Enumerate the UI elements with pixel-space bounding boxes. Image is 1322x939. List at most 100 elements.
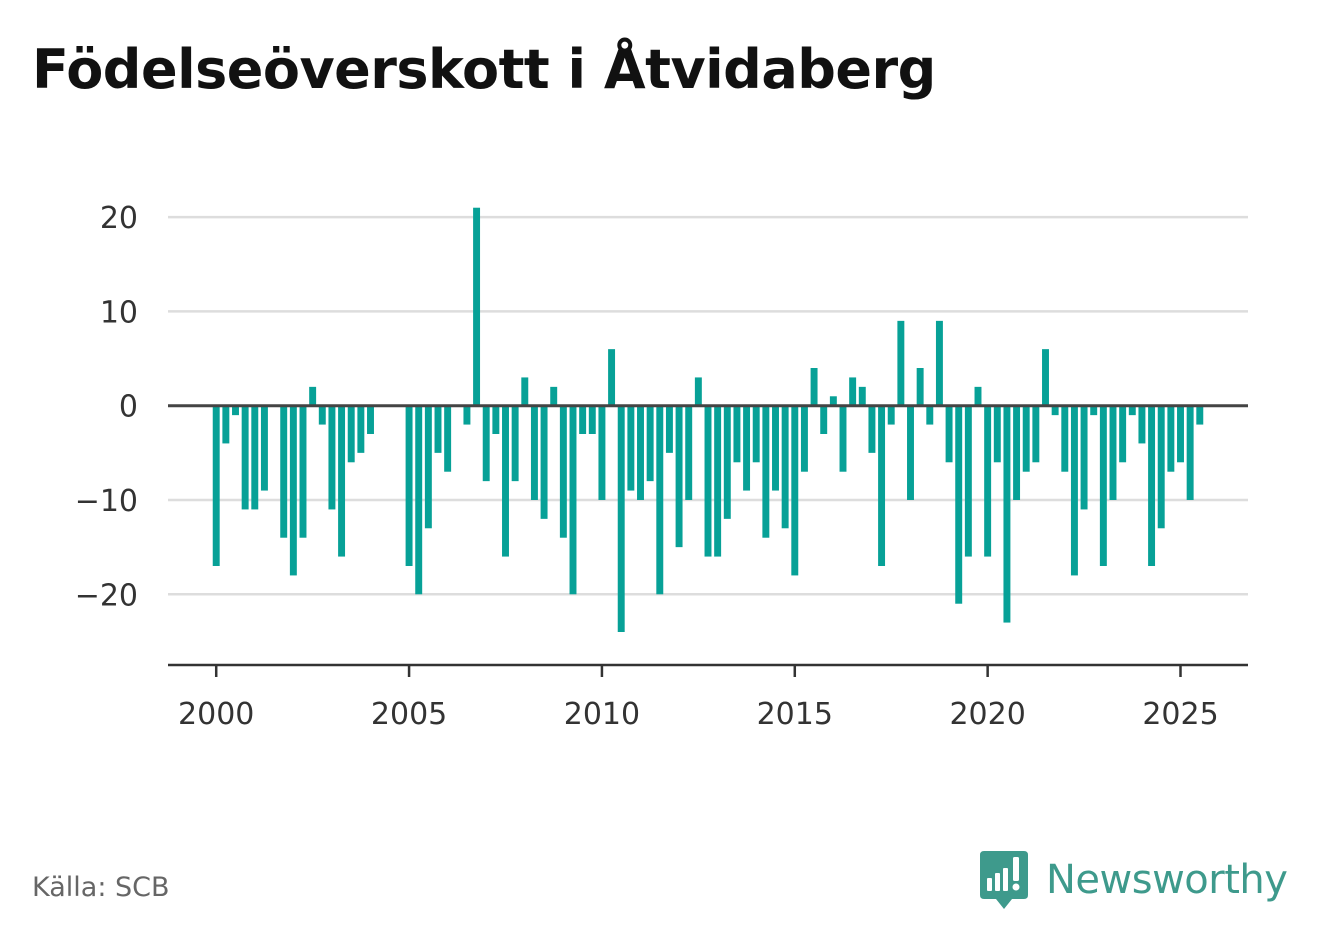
tick-labels: −20 −10 0 10 20 2000 2005 2010 2015 2020 2025 bbox=[75, 201, 1219, 732]
bar bbox=[1080, 405, 1088, 510]
bar bbox=[1148, 405, 1156, 566]
bar bbox=[328, 405, 336, 510]
x-tick-label: 2000 bbox=[178, 697, 254, 732]
bar bbox=[260, 405, 268, 491]
bar bbox=[1013, 405, 1021, 500]
bar bbox=[318, 405, 326, 425]
y-tick-label: 20 bbox=[100, 201, 138, 236]
bar bbox=[772, 405, 779, 491]
bar bbox=[974, 386, 982, 406]
bar bbox=[627, 405, 635, 491]
bar bbox=[280, 405, 288, 538]
bar bbox=[521, 377, 529, 406]
x-tick-label: 2010 bbox=[564, 697, 640, 732]
bar bbox=[964, 405, 972, 557]
bar bbox=[289, 405, 297, 576]
bars bbox=[212, 207, 1204, 632]
bar bbox=[338, 405, 346, 557]
bar bbox=[935, 320, 943, 406]
bar bbox=[502, 405, 509, 557]
bar bbox=[482, 405, 490, 482]
bar bbox=[646, 405, 654, 482]
x-tick-label: 2025 bbox=[1142, 697, 1218, 732]
bar bbox=[540, 405, 548, 519]
bar bbox=[1177, 405, 1184, 463]
bar bbox=[887, 405, 895, 425]
bar bbox=[1138, 405, 1146, 444]
y-tick-label: 10 bbox=[100, 295, 138, 330]
axes bbox=[168, 404, 1248, 677]
bar bbox=[656, 405, 664, 595]
bar bbox=[1061, 405, 1069, 472]
bar bbox=[868, 405, 876, 453]
bar bbox=[916, 368, 924, 406]
bar bbox=[1042, 349, 1049, 406]
bar bbox=[945, 405, 953, 463]
bar bbox=[299, 405, 307, 538]
bar bbox=[810, 368, 818, 406]
bar bbox=[251, 405, 259, 510]
bar bbox=[1109, 405, 1117, 500]
bar bbox=[907, 405, 914, 500]
brand-logo: Newsworthy bbox=[980, 850, 1288, 910]
bar bbox=[714, 405, 722, 557]
bar bbox=[878, 405, 886, 566]
bar bbox=[405, 405, 413, 566]
bar bbox=[723, 405, 731, 519]
bar bbox=[781, 405, 789, 529]
source-note: Källa: SCB bbox=[32, 872, 170, 903]
bar bbox=[1051, 405, 1059, 416]
bar bbox=[415, 405, 423, 595]
bar bbox=[791, 405, 799, 576]
bar bbox=[993, 405, 1001, 463]
bar bbox=[492, 405, 500, 434]
bar bbox=[1032, 405, 1040, 463]
x-tick-label: 2015 bbox=[757, 697, 833, 732]
bar bbox=[550, 386, 558, 406]
bar bbox=[665, 405, 673, 453]
bar bbox=[685, 405, 693, 500]
bar bbox=[232, 405, 239, 416]
bar bbox=[762, 405, 770, 538]
bar bbox=[569, 405, 577, 595]
bar bbox=[357, 405, 365, 453]
bar bbox=[955, 405, 963, 604]
bar bbox=[241, 405, 249, 510]
bar bbox=[984, 405, 992, 557]
bar bbox=[897, 320, 905, 406]
bar bbox=[637, 405, 644, 500]
y-tick-label: 0 bbox=[119, 390, 138, 425]
bar bbox=[598, 405, 606, 500]
bar bbox=[1022, 405, 1030, 472]
bar bbox=[743, 405, 751, 491]
brand-name: Newsworthy bbox=[1046, 857, 1288, 903]
bar bbox=[212, 405, 220, 566]
bar bbox=[829, 396, 837, 406]
bar bbox=[839, 405, 847, 472]
bar bbox=[1186, 405, 1194, 500]
chart-title: Födelseöverskott i Åtvidaberg bbox=[32, 38, 936, 101]
bar bbox=[511, 405, 519, 482]
bar bbox=[347, 405, 355, 463]
bar bbox=[1157, 405, 1165, 529]
bar bbox=[1128, 405, 1136, 416]
bar bbox=[530, 405, 538, 500]
bar bbox=[675, 405, 683, 548]
bar bbox=[694, 377, 702, 406]
bar bbox=[1099, 405, 1107, 566]
bar bbox=[733, 405, 741, 463]
bar bbox=[926, 405, 934, 425]
bar bbox=[617, 405, 625, 632]
bar bbox=[434, 405, 442, 453]
bar bbox=[820, 405, 828, 434]
bar bbox=[222, 405, 230, 444]
bar bbox=[1167, 405, 1175, 472]
bar bbox=[1196, 405, 1204, 425]
bar bbox=[424, 405, 432, 529]
bar bbox=[1070, 405, 1078, 576]
bar bbox=[444, 405, 452, 472]
bar bbox=[559, 405, 567, 538]
newsworthy-logo-icon bbox=[980, 851, 1028, 909]
bar bbox=[588, 405, 596, 434]
bar bbox=[367, 405, 374, 434]
